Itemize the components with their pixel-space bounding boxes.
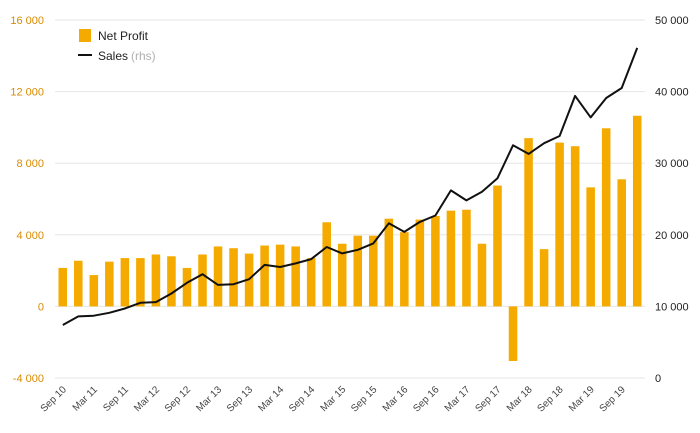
x-tick-label: Mar 14 (256, 384, 286, 414)
net-profit-bar (555, 142, 564, 307)
x-tick-label: Sep 16 (411, 384, 441, 414)
x-axis-ticks: Sep 10 Mar 11 Sep 11 Mar 12 Sep 12 Mar 13 Sep … (39, 384, 628, 415)
y-right-tick-label: 10 000 (655, 301, 689, 313)
net-profit-bar (337, 243, 347, 307)
net-profit-bar (213, 246, 223, 307)
net-profit-bar (462, 209, 471, 307)
legend-sales-label: Sales (98, 49, 128, 63)
y-right-tick-label: 40 000 (655, 87, 689, 99)
x-tick-label: Mar 17 (443, 384, 473, 414)
sales-line-layer (62, 47, 639, 326)
net-profit-bar (260, 245, 269, 307)
net-profit-bar (275, 244, 285, 307)
y-right-tick-label: 30 000 (655, 158, 689, 170)
x-tick-label: Sep 11 (101, 384, 131, 414)
net-profit-bar (151, 254, 161, 307)
net-profit-bar (415, 219, 425, 307)
x-tick-label: Sep 10 (39, 384, 69, 414)
net-profit-bar (58, 267, 68, 307)
x-tick-label: Mar 12 (132, 384, 162, 414)
x-tick-label: Sep 15 (349, 384, 379, 414)
y-left-tick-label: 8 000 (16, 158, 44, 170)
legend: Net Profit Sales (rhs) (78, 29, 156, 63)
net-profit-bar (431, 216, 440, 307)
y-left-tick-label: 16 000 (10, 15, 44, 27)
sales-line (62, 47, 639, 326)
x-tick-label: Mar 16 (381, 384, 411, 414)
net-profit-bar (384, 218, 394, 307)
x-tick-label: Sep 13 (225, 384, 255, 414)
net-profit-bar (508, 306, 518, 361)
x-tick-label: Sep 12 (163, 384, 193, 414)
x-tick-label: Mar 15 (319, 384, 349, 414)
y-right-tick-label: 50 000 (655, 15, 689, 27)
net-profit-bar (369, 235, 378, 307)
net-profit-bar (446, 210, 456, 307)
net-profit-bar (306, 258, 316, 307)
net-profit-bar (105, 261, 114, 307)
net-profit-bar (400, 232, 409, 307)
x-tick-label: Mar 19 (567, 384, 597, 414)
legend-sales-rhs-note: (rhs) (131, 49, 156, 63)
y-right-tick-label: 0 (655, 373, 661, 385)
y-right-tick-label: 20 000 (655, 230, 689, 242)
y-left-tick-label: -4 000 (13, 373, 44, 385)
net-profit-bar (524, 138, 533, 307)
x-tick-label: Mar 18 (505, 384, 535, 414)
y-left-tick-label: 4 000 (16, 230, 44, 242)
net-profit-bar (632, 115, 642, 307)
y-left-tick-label: 0 (38, 301, 44, 313)
net-profit-bar (586, 187, 595, 307)
net-profit-bar (167, 256, 176, 307)
net-profit-bar (539, 249, 549, 307)
net-profit-bar (477, 243, 487, 307)
right-axis-ticks: 0 10 000 20 000 30 000 40 000 50 000 (655, 15, 689, 385)
x-tick-label: Mar 11 (71, 384, 101, 414)
legend-net-profit-label: Net Profit (98, 29, 149, 43)
net-profit-bar (570, 146, 580, 307)
x-tick-label: Sep 14 (287, 384, 317, 414)
y-left-tick-label: 12 000 (10, 87, 44, 99)
x-tick-label: Sep 18 (536, 384, 566, 414)
legend-net-profit-swatch (79, 29, 91, 42)
net-profit-bar (182, 267, 192, 307)
net-profit-bar (120, 258, 130, 307)
net-profit-bar (89, 275, 99, 307)
net-profit-bar (74, 260, 83, 307)
net-profit-bar (136, 258, 145, 307)
net-profit-bar (198, 254, 207, 307)
x-tick-label: Mar 13 (194, 384, 224, 414)
net-profit-bar (493, 185, 502, 307)
left-axis-ticks: -4 000 0 4 000 8 000 12 000 16 000 (10, 15, 44, 385)
net-profit-bar (617, 179, 626, 307)
net-profit-bars (58, 115, 642, 361)
net-profit-bar (229, 248, 238, 307)
net-profit-bar (601, 128, 611, 307)
net-profit-bar (291, 246, 300, 307)
net-profit-bar (353, 235, 363, 307)
net-profit-bar (322, 222, 331, 307)
x-tick-label: Sep 19 (598, 384, 628, 414)
x-tick-label: Sep 17 (473, 384, 503, 414)
